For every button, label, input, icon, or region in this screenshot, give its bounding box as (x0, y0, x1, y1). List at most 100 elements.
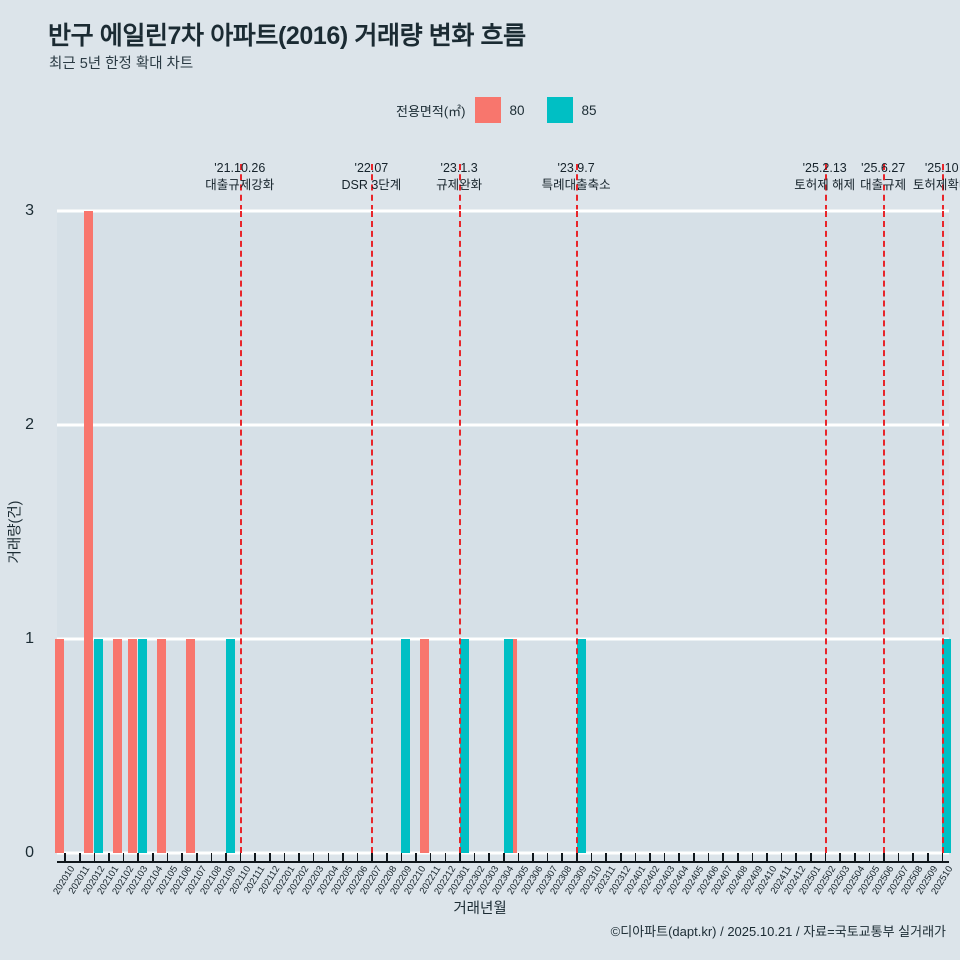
x-tick (152, 853, 154, 862)
event-line (371, 211, 374, 853)
gridline-2 (57, 423, 949, 427)
x-tick (93, 853, 96, 862)
x-tick (137, 853, 140, 862)
bar (225, 639, 235, 853)
x-tick (342, 853, 344, 862)
x-tick (619, 853, 622, 862)
x-tick (722, 853, 724, 862)
x-tick (64, 853, 66, 862)
x-tick (108, 853, 110, 862)
x-tick (751, 853, 754, 862)
event-line (883, 211, 886, 853)
x-tick (736, 853, 739, 862)
x-tick (254, 853, 256, 862)
gridline-3 (57, 209, 949, 213)
legend-title: 전용면적(㎡) (396, 103, 466, 119)
bar (576, 639, 586, 853)
x-tick (766, 853, 768, 862)
x-tick (561, 853, 564, 862)
event-annotation: '22.07 DSR 3단계 (341, 160, 401, 194)
event-date: '23.1.3 (440, 161, 478, 175)
event-line-header (883, 164, 886, 211)
x-tick (415, 853, 417, 862)
event-line-header (371, 164, 374, 211)
x-tick (327, 853, 330, 862)
bar (186, 639, 196, 853)
x-tick (590, 853, 593, 862)
x-axis-ticks (57, 853, 949, 863)
x-tick (269, 853, 271, 862)
x-tick (488, 853, 490, 862)
x-tick (298, 853, 300, 862)
event-date: '25.6.27 (861, 161, 906, 175)
y-tick-0: 0 (25, 844, 34, 861)
x-tick (444, 853, 447, 862)
x-tick (283, 853, 286, 862)
x-tick (181, 853, 183, 862)
event-annotation: '25.6.27 대출규제 (860, 160, 906, 194)
x-tick (663, 853, 666, 862)
event-name: 특례대출축소 (541, 178, 611, 192)
event-annotation: '21.10.26 대출규제강화 (205, 160, 274, 194)
legend-swatch-80 (474, 97, 501, 123)
x-tick (780, 853, 783, 862)
legend-label-80: 80 (509, 102, 525, 118)
annotation-layer: '21.10.26 대출규제강화 '22.07 DSR 3단계 '23.1.3 규제완화 '… (0, 0, 960, 211)
event-date: '21.10.26 (214, 161, 266, 175)
bar (503, 639, 513, 853)
page-subtitle: 최근 5년 한정 확대 차트 (49, 56, 194, 72)
bar (157, 639, 167, 853)
x-tick (312, 853, 315, 862)
plot-area (54, 209, 952, 855)
x-tick (634, 853, 637, 862)
y-axis: 거래량(건) 0 1 2 3 (0, 202, 48, 861)
x-tick (546, 853, 549, 862)
legend-label-85: 85 (581, 102, 597, 118)
bar (84, 211, 94, 853)
gridline-1 (57, 637, 949, 641)
bar (127, 639, 137, 853)
bar (459, 639, 469, 853)
page-title: 반구 에일린7차 아파트(2016) 거래량 변화 흐름 (48, 22, 526, 50)
event-line-header (459, 164, 462, 211)
bar (401, 639, 411, 853)
event-date: '22.07 (354, 161, 389, 175)
event-line-header (941, 164, 944, 211)
event-line (239, 211, 242, 853)
x-tick (503, 853, 505, 862)
x-tick (122, 853, 125, 862)
x-tick (166, 853, 169, 862)
event-date: '25.2.13 (802, 161, 847, 175)
bar (420, 639, 430, 853)
event-line-header (239, 164, 242, 211)
x-tick (459, 853, 461, 862)
x-tick (210, 853, 213, 862)
bar (54, 639, 64, 853)
legend-swatch-85 (546, 97, 573, 123)
x-tick (853, 853, 856, 862)
event-annotation: '23.9.7 특례대출축소 (542, 160, 611, 194)
x-tick (897, 853, 900, 862)
x-tick (195, 853, 198, 862)
x-tick (912, 853, 915, 862)
x-tick (941, 853, 944, 862)
x-tick (517, 853, 520, 862)
x-tick (532, 853, 534, 862)
y-tick-2: 2 (25, 416, 34, 433)
x-tick (839, 853, 841, 862)
x-tick (225, 853, 227, 862)
event-name: DSR 3단계 (341, 178, 402, 192)
x-tick (649, 853, 651, 862)
footer-credit: ©디아파트(dapt.kr) / 2025.10.21 / 자료=국토교통부 실… (610, 924, 946, 939)
x-tick (400, 853, 403, 862)
event-annotation: '25.2.13 토허제 해제 (794, 160, 855, 194)
event-annotation: '25.10 토허제확대 (913, 160, 960, 194)
event-line-header (576, 164, 579, 211)
event-line (941, 211, 944, 853)
x-tick (356, 853, 359, 862)
event-line (576, 211, 579, 853)
event-line-header (824, 164, 827, 211)
event-date: '25.10 (924, 161, 959, 175)
event-date: '23.9.7 (557, 161, 595, 175)
x-tick (824, 853, 827, 862)
